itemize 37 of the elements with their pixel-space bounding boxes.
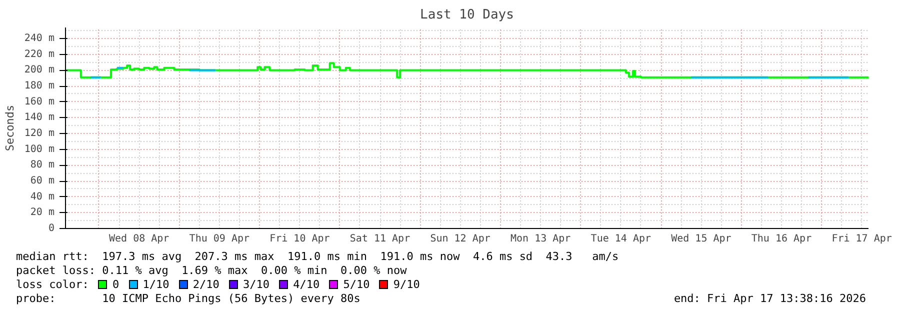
y-tick-label: 120 m bbox=[24, 128, 55, 140]
x-tick-label: Fri 10 Apr bbox=[270, 234, 330, 244]
x-tick-label: Tue 14 Apr bbox=[590, 234, 652, 244]
legend-label: 5/10 bbox=[343, 278, 371, 291]
text: median rtt: 197.3 ms avg 207.3 ms max 191.0 ms min 191.0 ms now 4.6 ms sd 43.3 am/s bbox=[16, 250, 620, 264]
y-tick-label: 180 m bbox=[24, 80, 55, 92]
y-tick-label: 160 m bbox=[24, 96, 55, 108]
legend-label: 4/10 bbox=[293, 278, 321, 291]
text: packet loss: 0.11 % avg 1.69 % max 0.00 % min 0.00 % now bbox=[16, 264, 408, 278]
chart-title: Last 10 Days bbox=[420, 8, 514, 22]
y-tick-label: 80 m bbox=[30, 160, 55, 171]
y-tick-label: 100 m bbox=[24, 144, 55, 155]
y-tick-label: 60 m bbox=[30, 176, 55, 187]
y-tick-label: 240 m bbox=[24, 33, 55, 44]
legend-label: 9/10 bbox=[393, 278, 421, 291]
legend-title: loss color: bbox=[16, 278, 90, 291]
y-tick-label: 220 m bbox=[24, 48, 55, 60]
legend-label: 2/10 bbox=[192, 278, 220, 291]
text: probe: 10 ICMP Echo Pings (56 Bytes) every 80s bbox=[16, 292, 360, 306]
x-tick-label: Wed 15 Apr bbox=[671, 234, 732, 244]
x-tick-label: Sun 12 Apr bbox=[430, 234, 490, 244]
y-tick-label: 40 m bbox=[30, 191, 55, 202]
legend-label: 1/10 bbox=[142, 278, 170, 291]
x-tick-label: Thu 16 Apr bbox=[751, 234, 812, 244]
legend-label: 0 bbox=[112, 278, 120, 291]
text: end: Fri Apr 17 13:38:16 2026 bbox=[674, 292, 866, 306]
y-tick-label: 0 bbox=[48, 223, 55, 234]
x-tick-label: Mon 13 Apr bbox=[510, 234, 571, 244]
y-tick-label: 140 m bbox=[24, 112, 55, 124]
y-tick-label: 20 m bbox=[30, 207, 55, 218]
y-tick-label: 200 m bbox=[24, 64, 55, 76]
legend-label: 3/10 bbox=[242, 278, 270, 291]
x-tick-label: Fri 17 Apr bbox=[832, 234, 892, 244]
x-tick-label: Wed 08 Apr bbox=[109, 234, 170, 244]
y-axis-title: Seconds bbox=[3, 104, 16, 152]
x-tick-label: Thu 09 Apr bbox=[189, 234, 250, 244]
x-tick-label: Sat 11 Apr bbox=[350, 234, 410, 244]
